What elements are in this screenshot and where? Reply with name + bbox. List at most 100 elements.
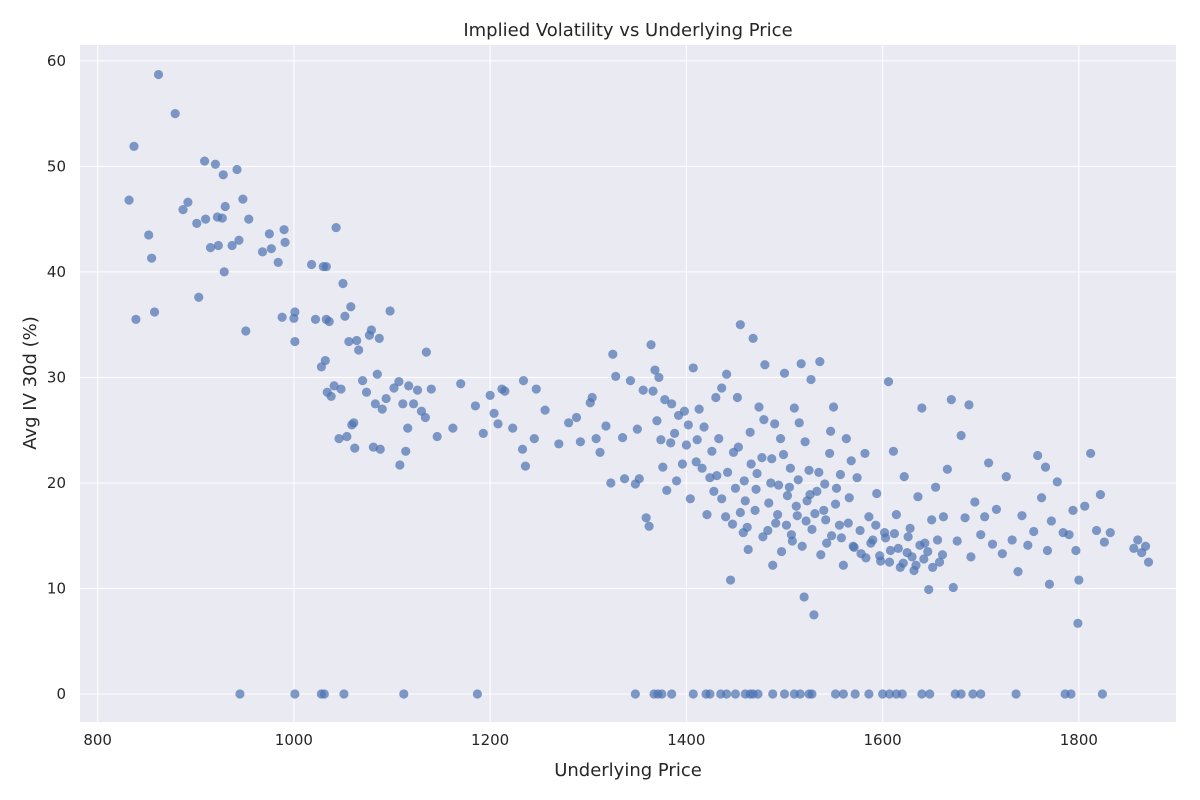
data-point bbox=[1133, 535, 1143, 545]
data-point bbox=[354, 345, 364, 355]
data-point bbox=[789, 403, 799, 413]
data-point bbox=[692, 435, 702, 445]
data-point bbox=[217, 213, 227, 223]
data-point bbox=[1046, 516, 1056, 526]
data-point bbox=[991, 504, 1002, 514]
data-point bbox=[779, 368, 790, 378]
data-point bbox=[375, 444, 385, 454]
data-point bbox=[1091, 525, 1102, 536]
data-point bbox=[948, 582, 958, 593]
data-point bbox=[826, 426, 836, 436]
data-point bbox=[1029, 526, 1039, 537]
data-point bbox=[966, 552, 976, 562]
data-point bbox=[911, 560, 921, 570]
data-point bbox=[746, 459, 756, 469]
y-tick-label: 50 bbox=[47, 157, 66, 175]
data-point bbox=[493, 419, 503, 429]
data-point bbox=[735, 507, 745, 518]
data-point bbox=[232, 164, 242, 175]
data-point bbox=[799, 592, 809, 602]
data-point bbox=[641, 513, 651, 523]
data-point bbox=[601, 421, 611, 431]
data-point bbox=[420, 412, 430, 423]
data-point bbox=[770, 419, 780, 429]
data-point bbox=[964, 400, 974, 410]
data-point bbox=[1033, 450, 1043, 461]
data-point bbox=[326, 391, 336, 402]
data-point bbox=[903, 532, 913, 542]
data-point bbox=[147, 253, 157, 263]
data-point bbox=[751, 484, 761, 494]
data-point bbox=[942, 464, 952, 474]
data-point bbox=[352, 335, 362, 346]
data-point bbox=[822, 538, 832, 548]
data-point bbox=[681, 440, 691, 450]
data-point bbox=[983, 458, 994, 468]
data-point bbox=[194, 292, 204, 302]
data-point bbox=[310, 314, 321, 324]
data-point bbox=[1097, 689, 1108, 699]
data-point bbox=[915, 540, 925, 550]
data-point bbox=[767, 454, 777, 464]
data-point bbox=[320, 355, 330, 366]
data-point bbox=[660, 394, 670, 405]
data-point bbox=[707, 446, 717, 456]
data-point bbox=[472, 689, 482, 699]
data-point bbox=[611, 371, 621, 381]
data-point bbox=[220, 201, 230, 212]
data-point bbox=[771, 518, 781, 528]
data-point bbox=[1007, 535, 1017, 545]
data-point bbox=[717, 494, 727, 504]
data-point bbox=[192, 218, 202, 228]
data-point bbox=[844, 493, 854, 503]
data-point bbox=[329, 381, 339, 391]
data-point bbox=[1040, 462, 1051, 472]
y-tick-label: 40 bbox=[47, 263, 66, 281]
data-point bbox=[540, 405, 550, 415]
data-point bbox=[399, 689, 409, 699]
data-point bbox=[750, 505, 760, 516]
data-point bbox=[814, 467, 824, 478]
data-point bbox=[855, 525, 865, 536]
data-point bbox=[976, 530, 986, 540]
data-point bbox=[987, 539, 998, 549]
data-point bbox=[654, 372, 664, 383]
data-point bbox=[925, 689, 935, 699]
data-point bbox=[759, 415, 769, 425]
data-point bbox=[763, 525, 773, 536]
data-point bbox=[946, 394, 956, 405]
data-point bbox=[531, 384, 541, 394]
data-point bbox=[828, 402, 839, 412]
data-point bbox=[346, 302, 356, 312]
data-point bbox=[679, 406, 690, 416]
data-point bbox=[934, 557, 945, 567]
data-point bbox=[919, 554, 929, 564]
data-point bbox=[712, 470, 722, 481]
data-point bbox=[485, 390, 495, 400]
data-point bbox=[924, 584, 934, 595]
x-tick-label: 1400 bbox=[667, 731, 705, 749]
data-point bbox=[810, 508, 820, 519]
data-point bbox=[554, 439, 564, 449]
data-point bbox=[714, 434, 724, 444]
data-point bbox=[349, 418, 359, 428]
data-point bbox=[830, 499, 841, 509]
data-point bbox=[905, 523, 915, 533]
data-point bbox=[648, 386, 658, 396]
data-point bbox=[841, 434, 851, 444]
data-point bbox=[773, 510, 783, 520]
data-point bbox=[860, 448, 870, 459]
data-point bbox=[401, 446, 411, 456]
data-point bbox=[266, 244, 276, 254]
data-point bbox=[864, 512, 874, 522]
data-point bbox=[670, 428, 680, 438]
data-point bbox=[595, 447, 605, 457]
data-point bbox=[1071, 545, 1081, 556]
data-point bbox=[409, 399, 419, 409]
data-point bbox=[1001, 472, 1011, 482]
data-point bbox=[200, 156, 210, 166]
data-point bbox=[688, 363, 698, 373]
x-tick-label: 1800 bbox=[1060, 731, 1098, 749]
data-point bbox=[677, 459, 688, 469]
data-point bbox=[785, 463, 795, 473]
